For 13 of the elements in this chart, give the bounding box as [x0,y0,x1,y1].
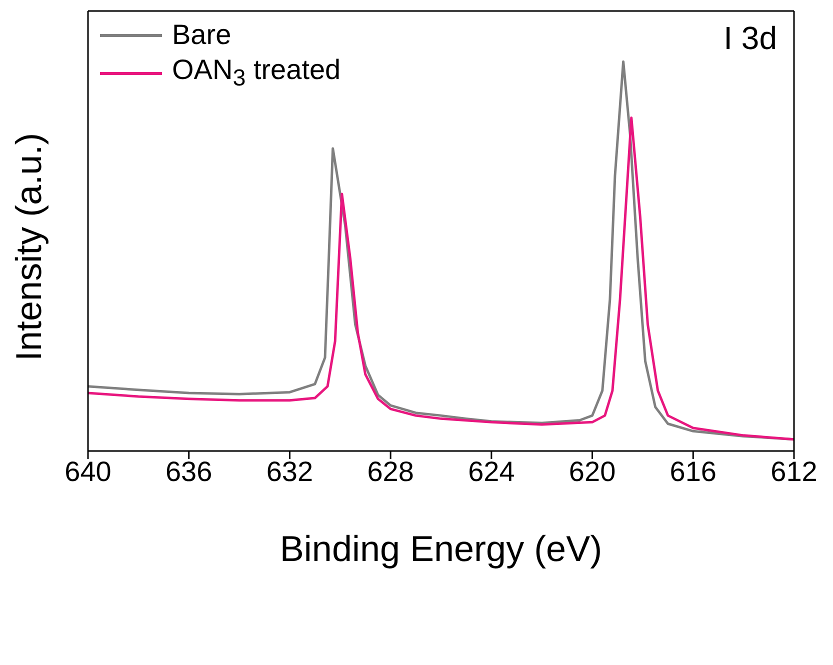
x-tick-label: 624 [468,456,515,487]
text: I 3d [724,20,777,57]
x-tick-label: 640 [64,456,112,487]
x-tick-label: 632 [266,456,314,487]
x-tick-label: 628 [367,456,414,487]
x-axis-title: Binding Energy (eV) [280,528,602,569]
legend-label: OAN$_{3}$ treated [172,54,341,92]
legend-label: Bare [172,19,232,51]
x-tick-label: 612 [770,456,818,487]
x-tick-label: 616 [670,456,716,487]
x-tick-label: 636 [166,456,212,487]
y-axis-title: Intensity (a.u.) [8,132,49,361]
x-tick-label: 620 [568,456,616,487]
